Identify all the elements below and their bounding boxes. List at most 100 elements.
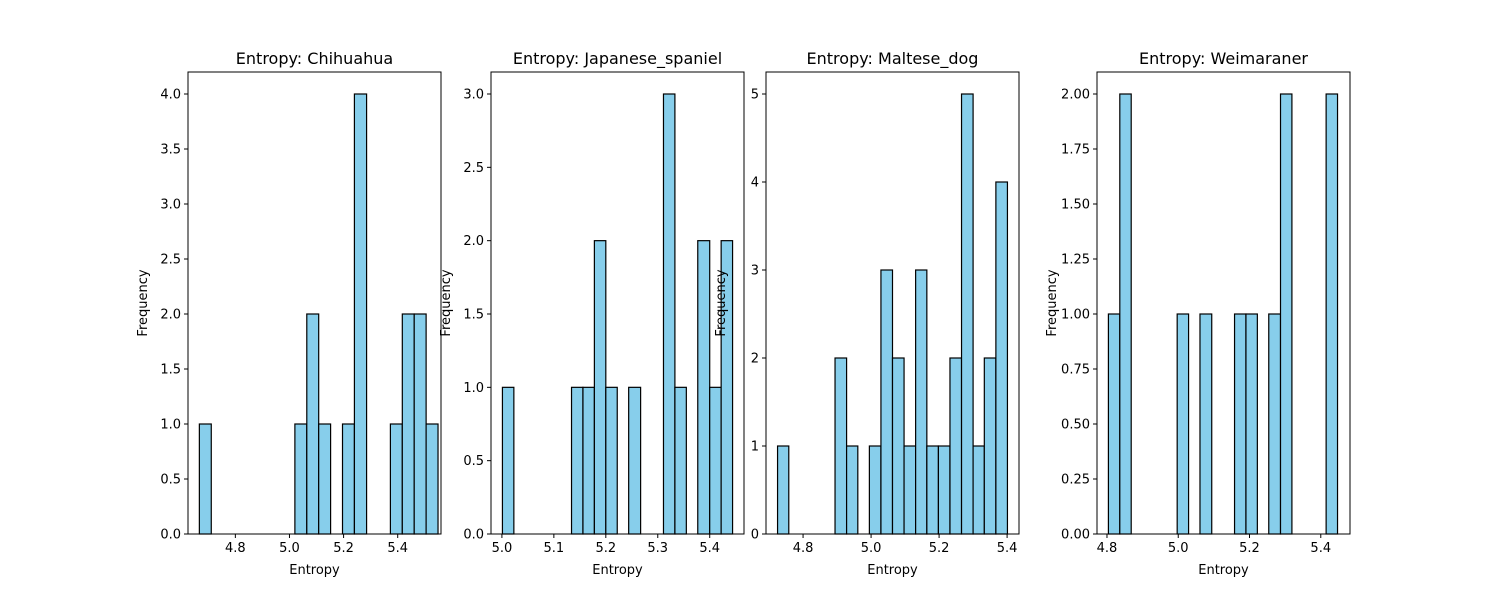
- bars-group: [198, 93, 439, 535]
- y-tick-label: 2.5: [463, 161, 484, 176]
- y-tick-label: 1.0: [160, 418, 181, 433]
- y-tick-label: 3.0: [160, 198, 181, 213]
- histogram-bar: [353, 93, 368, 535]
- histogram-bar: [903, 445, 917, 535]
- histogram-bar: [845, 445, 859, 535]
- chart-title: Entropy: Weimaraner: [1139, 49, 1308, 68]
- histogram-bar: [868, 445, 882, 535]
- x-tick-label: 5.4: [699, 541, 720, 556]
- x-tick-label: 5.3: [647, 541, 668, 556]
- x-tick-label: 5.2: [333, 541, 354, 556]
- x-tick-label: 4.8: [225, 541, 246, 556]
- y-tick-label: 1.75: [1061, 143, 1090, 158]
- histogram-bar: [949, 357, 963, 535]
- histogram-bar: [937, 445, 951, 535]
- histogram-panel-weimaraner: 4.8 5.0 5.2 5.4 0.00 0.25 0.50 0.75 1.00 1.25 1.5…: [1045, 49, 1351, 578]
- x-tick-label: 4.8: [793, 541, 814, 556]
- histogram-bar: [662, 93, 676, 535]
- histogram-bar: [1325, 93, 1339, 535]
- x-tick-label: 5.2: [929, 541, 950, 556]
- y-tick-label: 1: [751, 440, 759, 455]
- x-axis-ticks: 4.8 5.0 5.2 5.4: [793, 534, 1018, 556]
- x-axis-ticks: 4.8 5.0 5.2 5.4: [1097, 534, 1331, 556]
- y-tick-label: 3.0: [463, 88, 484, 103]
- plot-frame: [187, 71, 442, 535]
- x-axis-ticks: 4.8 5.0 5.2 5.4: [225, 534, 408, 556]
- y-tick-label: 0.75: [1061, 363, 1090, 378]
- bars-group: [776, 93, 1009, 535]
- y-axis-label: Frequency: [714, 269, 729, 336]
- x-tick-label: 5.4: [997, 541, 1018, 556]
- y-tick-label: 3: [751, 264, 759, 279]
- histogram-bar: [834, 357, 848, 535]
- histogram-panel-chihuahua: 4.8 5.0 5.2 5.4 0.0 0.5 1.0 1.5 2.0 2.5 3.0 3.5 4.0…: [136, 49, 442, 578]
- histogram-bar: [960, 93, 974, 535]
- histogram-bar: [880, 269, 894, 535]
- y-axis-label: Frequency: [1045, 269, 1060, 336]
- histogram-bar: [1119, 93, 1132, 535]
- chart-title: Entropy: Maltese_dog: [807, 49, 979, 69]
- y-tick-label: 0: [751, 528, 759, 543]
- y-tick-label: 5: [751, 88, 759, 103]
- x-tick-label: 5.4: [387, 541, 408, 556]
- histogram-bar: [501, 386, 515, 535]
- histogram-bar: [605, 386, 618, 535]
- histogram-bar: [926, 445, 940, 535]
- y-tick-label: 1.0: [463, 381, 484, 396]
- y-axis-label: Frequency: [136, 269, 151, 336]
- x-tick-label: 5.2: [1239, 541, 1260, 556]
- histogram-bar: [570, 386, 584, 535]
- x-axis-ticks: 5.0 5.1 5.2 5.3 5.4: [492, 534, 720, 556]
- x-tick-label: 5.0: [1168, 541, 1189, 556]
- x-axis-label: Entropy: [1198, 563, 1249, 578]
- y-axis-ticks: 0.0 0.5 1.0 1.5 2.0 2.5 3.0: [463, 88, 491, 543]
- y-tick-label: 3.5: [160, 143, 181, 158]
- histogram-bar: [341, 423, 356, 535]
- histogram-panel-japanese-spaniel: 5.0 5.1 5.2 5.3 5.4 0.0 0.5 1.0 1.5 2.0 2.5 3.0 En…: [439, 49, 745, 578]
- y-tick-label: 2.0: [160, 308, 181, 323]
- histogram-bar: [972, 445, 985, 535]
- chart-title: Entropy: Japanese_spaniel: [513, 49, 722, 69]
- histogram-bar: [674, 386, 687, 535]
- y-tick-label: 0.0: [463, 528, 484, 543]
- histogram-bar: [318, 423, 332, 535]
- y-tick-label: 1.00: [1061, 308, 1090, 323]
- histogram-bar: [1245, 313, 1258, 535]
- y-axis-ticks: 0 1 2 3 4 5: [751, 88, 766, 543]
- x-tick-label: 5.4: [1310, 541, 1331, 556]
- chart-title: Entropy: Chihuahua: [236, 49, 393, 68]
- bars-group: [1107, 93, 1339, 535]
- histogram-bar: [294, 423, 308, 535]
- plot-frame: [765, 71, 1020, 535]
- y-tick-label: 0.25: [1061, 473, 1090, 488]
- x-axis-label: Entropy: [289, 563, 340, 578]
- y-tick-label: 2.0: [463, 234, 484, 249]
- y-tick-label: 0.5: [463, 454, 484, 469]
- x-tick-label: 5.0: [861, 541, 882, 556]
- y-tick-label: 1.5: [160, 363, 181, 378]
- histogram-bar: [697, 240, 711, 535]
- y-axis-label: Frequency: [439, 269, 454, 336]
- histogram-panel-maltese-dog: 4.8 5.0 5.2 5.4 0 1 2 3 4 5 Entropy: Maltese_dog…: [714, 49, 1020, 578]
- y-tick-label: 2.00: [1061, 88, 1090, 103]
- histogram-bar: [306, 313, 320, 535]
- x-tick-label: 4.8: [1097, 541, 1118, 556]
- y-tick-label: 4: [751, 176, 759, 191]
- histogram-bar: [709, 386, 722, 535]
- x-axis-label: Entropy: [867, 563, 918, 578]
- x-tick-label: 5.2: [595, 541, 616, 556]
- histogram-bar: [401, 313, 415, 535]
- x-tick-label: 5.1: [544, 541, 565, 556]
- histogram-bar: [891, 357, 905, 535]
- histogram-bar: [425, 423, 439, 535]
- y-tick-label: 4.0: [160, 88, 181, 103]
- x-axis-label: Entropy: [592, 563, 643, 578]
- y-tick-label: 1.25: [1061, 253, 1090, 268]
- histogram-bar: [1279, 93, 1293, 535]
- y-tick-label: 2.5: [160, 253, 181, 268]
- histogram-bar: [389, 423, 403, 535]
- y-tick-label: 0.50: [1061, 418, 1090, 433]
- y-tick-label: 0.0: [160, 528, 181, 543]
